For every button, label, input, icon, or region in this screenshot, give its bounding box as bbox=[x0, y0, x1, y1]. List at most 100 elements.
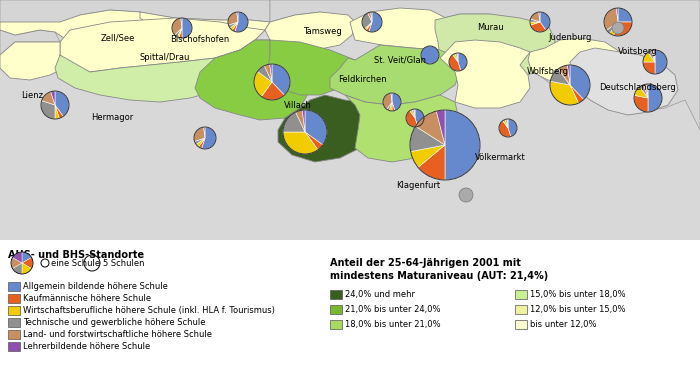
Wedge shape bbox=[607, 22, 618, 33]
Wedge shape bbox=[550, 69, 570, 85]
Wedge shape bbox=[634, 95, 648, 112]
Wedge shape bbox=[199, 138, 205, 148]
Polygon shape bbox=[55, 40, 270, 102]
Wedge shape bbox=[237, 12, 238, 22]
Wedge shape bbox=[550, 81, 578, 105]
Polygon shape bbox=[330, 45, 460, 105]
Wedge shape bbox=[230, 22, 238, 30]
Wedge shape bbox=[369, 12, 382, 32]
Polygon shape bbox=[350, 8, 458, 50]
Wedge shape bbox=[232, 22, 238, 32]
Wedge shape bbox=[13, 252, 22, 263]
Polygon shape bbox=[0, 30, 60, 55]
Text: 5 Schulen: 5 Schulen bbox=[103, 258, 144, 268]
Wedge shape bbox=[55, 105, 63, 118]
Wedge shape bbox=[507, 119, 508, 128]
Polygon shape bbox=[0, 0, 270, 35]
Wedge shape bbox=[270, 64, 272, 82]
Text: Anteil der 25-64-Jährigen 2001 mit
mindestens Maturaniveau (AUT: 21,4%): Anteil der 25-64-Jährigen 2001 mit minde… bbox=[330, 258, 548, 281]
Wedge shape bbox=[13, 263, 22, 274]
Wedge shape bbox=[455, 53, 458, 62]
FancyBboxPatch shape bbox=[8, 318, 20, 327]
FancyBboxPatch shape bbox=[515, 320, 527, 329]
Wedge shape bbox=[499, 121, 511, 137]
Wedge shape bbox=[254, 71, 272, 96]
Wedge shape bbox=[392, 93, 401, 110]
FancyBboxPatch shape bbox=[8, 330, 20, 339]
Text: Spittal/Drau: Spittal/Drau bbox=[140, 53, 190, 63]
Wedge shape bbox=[644, 84, 648, 98]
FancyBboxPatch shape bbox=[8, 282, 20, 291]
Wedge shape bbox=[530, 22, 540, 25]
Wedge shape bbox=[646, 84, 648, 98]
Wedge shape bbox=[391, 93, 392, 102]
Wedge shape bbox=[530, 19, 540, 22]
Text: Land- und forstwirtschaftliche höhere Schule: Land- und forstwirtschaftliche höhere Sc… bbox=[23, 330, 212, 339]
Wedge shape bbox=[194, 127, 205, 141]
Text: Völkermarkt: Völkermarkt bbox=[475, 153, 526, 163]
Wedge shape bbox=[228, 12, 238, 25]
Wedge shape bbox=[41, 101, 55, 119]
Bar bbox=[0, 0, 700, 240]
Text: 24,0% und mehr: 24,0% und mehr bbox=[345, 290, 415, 299]
FancyBboxPatch shape bbox=[330, 305, 342, 314]
Wedge shape bbox=[531, 12, 540, 22]
Wedge shape bbox=[410, 126, 445, 152]
Wedge shape bbox=[531, 22, 546, 32]
Polygon shape bbox=[570, 48, 678, 115]
Wedge shape bbox=[570, 85, 584, 103]
Wedge shape bbox=[655, 50, 667, 74]
Wedge shape bbox=[392, 102, 395, 111]
FancyBboxPatch shape bbox=[515, 290, 527, 299]
Polygon shape bbox=[345, 95, 458, 162]
Wedge shape bbox=[283, 112, 305, 132]
Circle shape bbox=[612, 22, 624, 34]
Wedge shape bbox=[371, 12, 372, 22]
Wedge shape bbox=[365, 22, 372, 30]
Wedge shape bbox=[643, 62, 655, 74]
Wedge shape bbox=[265, 64, 272, 82]
Wedge shape bbox=[11, 258, 22, 269]
FancyBboxPatch shape bbox=[330, 290, 342, 299]
Bar bbox=[0, 240, 700, 368]
Wedge shape bbox=[362, 13, 372, 29]
Wedge shape bbox=[302, 110, 305, 132]
Polygon shape bbox=[528, 38, 625, 85]
Wedge shape bbox=[654, 50, 655, 62]
Wedge shape bbox=[415, 109, 424, 127]
Text: Tamsweg: Tamsweg bbox=[302, 28, 342, 36]
Wedge shape bbox=[368, 12, 372, 22]
Wedge shape bbox=[414, 109, 415, 118]
Wedge shape bbox=[272, 64, 290, 95]
Text: Bischofshofen: Bischofshofen bbox=[170, 35, 230, 45]
Wedge shape bbox=[508, 119, 517, 137]
Polygon shape bbox=[0, 42, 70, 80]
Wedge shape bbox=[436, 110, 445, 145]
Wedge shape bbox=[651, 50, 655, 62]
Text: Voitsberg: Voitsberg bbox=[618, 47, 658, 57]
Polygon shape bbox=[195, 40, 310, 120]
Wedge shape bbox=[568, 65, 570, 85]
Wedge shape bbox=[283, 132, 318, 154]
Text: Lienz: Lienz bbox=[21, 91, 43, 99]
Text: Hermagor: Hermagor bbox=[91, 113, 133, 123]
Wedge shape bbox=[181, 18, 182, 28]
Wedge shape bbox=[182, 18, 192, 38]
Text: 21,0% bis unter 24,0%: 21,0% bis unter 24,0% bbox=[345, 305, 440, 314]
Wedge shape bbox=[295, 110, 305, 132]
Wedge shape bbox=[421, 46, 439, 64]
Wedge shape bbox=[604, 8, 618, 30]
Wedge shape bbox=[457, 53, 458, 62]
Polygon shape bbox=[268, 40, 355, 95]
Text: St. Veit/Glan: St. Veit/Glan bbox=[374, 56, 426, 64]
Polygon shape bbox=[278, 95, 375, 162]
Text: Lehrerbildende höhere Schule: Lehrerbildende höhere Schule bbox=[23, 342, 150, 351]
Wedge shape bbox=[305, 110, 327, 145]
Wedge shape bbox=[305, 132, 323, 150]
Wedge shape bbox=[196, 138, 205, 147]
Wedge shape bbox=[614, 22, 632, 36]
Text: Zell/See: Zell/See bbox=[101, 33, 135, 42]
Wedge shape bbox=[648, 84, 662, 112]
Polygon shape bbox=[440, 40, 530, 108]
Wedge shape bbox=[258, 66, 272, 82]
